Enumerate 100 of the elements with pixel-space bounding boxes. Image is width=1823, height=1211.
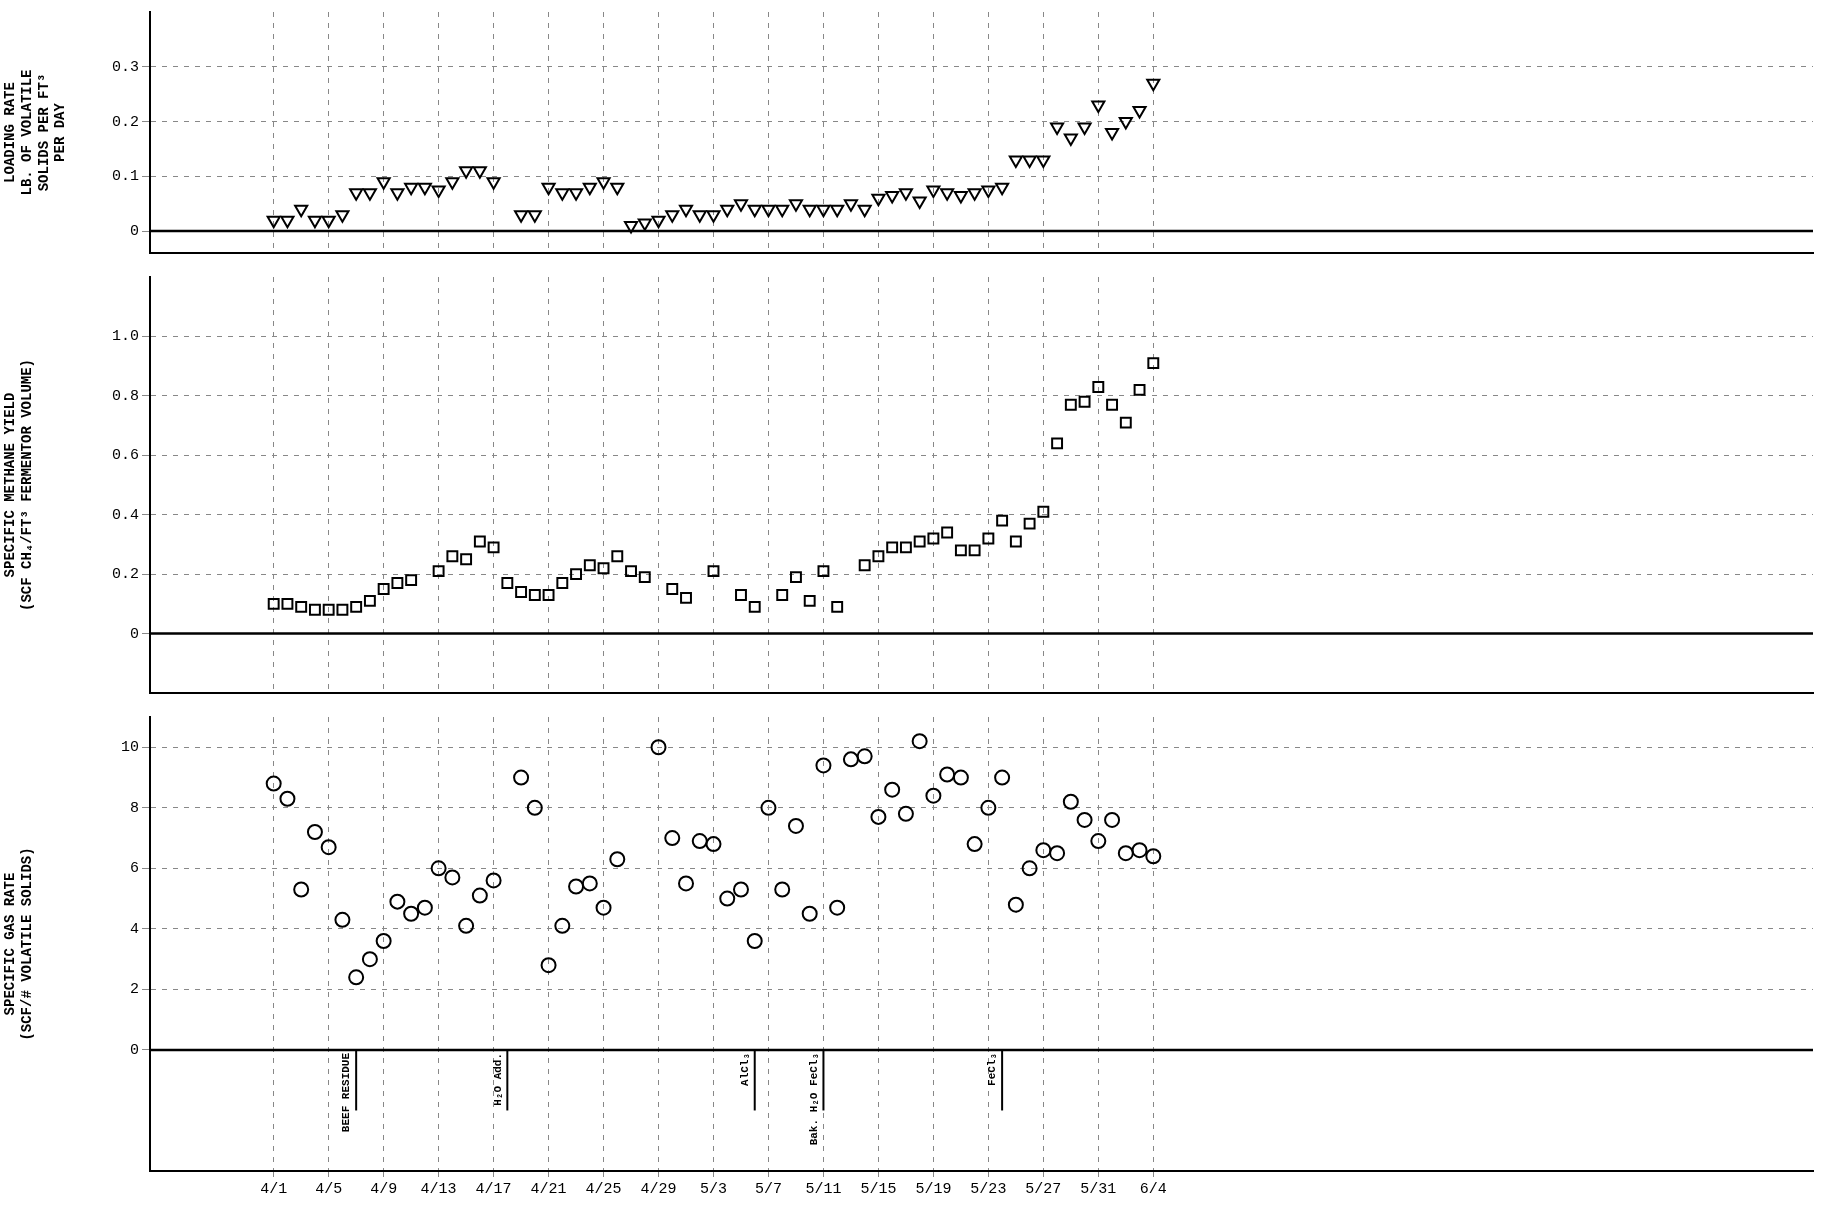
y-tick-label: 0 bbox=[129, 625, 139, 643]
point bbox=[528, 588, 541, 601]
point bbox=[831, 600, 844, 613]
ref-line-label: FeCl₃ bbox=[986, 1052, 999, 1086]
x-tick-label: 5/23 bbox=[970, 1180, 1007, 1198]
ref-line-label: AlCl₃ bbox=[738, 1052, 751, 1086]
point bbox=[954, 544, 967, 557]
point bbox=[1147, 357, 1160, 370]
point bbox=[267, 597, 280, 610]
y-tick-label: 0.2 bbox=[111, 566, 139, 584]
y-tick-label: 0.3 bbox=[111, 58, 139, 76]
point bbox=[1023, 517, 1036, 530]
y-tick-label: 6 bbox=[129, 860, 139, 878]
point bbox=[515, 586, 528, 598]
y-tick-label: 1.0 bbox=[111, 328, 139, 346]
point bbox=[597, 562, 610, 575]
y-tick-label: 0 bbox=[129, 1041, 139, 1059]
point bbox=[996, 514, 1009, 527]
x-tick-label: 4/29 bbox=[640, 1180, 677, 1198]
point bbox=[941, 526, 954, 539]
x-tick-label: 5/19 bbox=[915, 1180, 952, 1198]
point bbox=[460, 553, 473, 566]
point bbox=[776, 588, 789, 601]
point bbox=[638, 571, 651, 584]
x-tick-label: 4/17 bbox=[475, 1180, 512, 1198]
point bbox=[1051, 437, 1064, 450]
point bbox=[803, 594, 816, 607]
x-tick-label: 5/3 bbox=[699, 1180, 727, 1198]
x-tick-label: 5/31 bbox=[1080, 1180, 1117, 1198]
x-tick-label: 5/27 bbox=[1025, 1180, 1062, 1198]
point bbox=[322, 603, 335, 616]
point bbox=[391, 577, 404, 590]
point bbox=[336, 603, 349, 616]
point bbox=[1133, 383, 1146, 396]
y-axis-title: SPECIFIC GAS RATE (SCF/# VOLATILE SOLIDS) bbox=[1, 847, 35, 1041]
point bbox=[556, 577, 569, 590]
point bbox=[611, 550, 624, 563]
x-tick-label: 4/13 bbox=[420, 1180, 457, 1198]
y-tick-label: 0.8 bbox=[111, 387, 139, 405]
point bbox=[1092, 380, 1105, 393]
point bbox=[817, 565, 830, 578]
point bbox=[886, 541, 899, 554]
point bbox=[542, 588, 555, 601]
y-tick-label: 0.2 bbox=[111, 113, 139, 131]
point bbox=[968, 544, 981, 557]
point bbox=[1064, 398, 1077, 411]
point bbox=[790, 571, 802, 584]
ref-line-label: H₂O Add. bbox=[491, 1052, 504, 1106]
point bbox=[1009, 535, 1022, 548]
point bbox=[927, 532, 940, 545]
point bbox=[707, 565, 720, 578]
point bbox=[858, 559, 871, 572]
ref-line-label: Bak. H₂O FeCl₃ bbox=[807, 1052, 820, 1146]
point bbox=[281, 597, 294, 610]
point bbox=[680, 591, 692, 604]
y-tick-label: 2 bbox=[129, 981, 139, 999]
y-tick-label: 4 bbox=[129, 920, 139, 938]
x-tick-label: 4/5 bbox=[315, 1180, 343, 1198]
point bbox=[872, 550, 885, 563]
x-tick-label: 5/15 bbox=[860, 1180, 897, 1198]
point bbox=[377, 583, 390, 595]
ref-line-label: BEEF RESIDUE bbox=[340, 1052, 353, 1133]
point bbox=[666, 583, 679, 595]
point bbox=[432, 565, 445, 578]
x-tick-label: 4/9 bbox=[370, 1180, 398, 1198]
point bbox=[1119, 416, 1132, 429]
x-tick-label: 5/7 bbox=[754, 1180, 782, 1198]
y-tick-label: 0.6 bbox=[111, 447, 139, 465]
point bbox=[1106, 398, 1119, 411]
point bbox=[570, 568, 583, 581]
point bbox=[583, 559, 596, 572]
point bbox=[308, 603, 321, 616]
y-axis-title: LOADING RATE LB. OF VOLATILE SOLIDS PER FT³ PER DAY bbox=[1, 69, 69, 196]
point bbox=[487, 541, 500, 554]
y-tick-label: 0 bbox=[129, 223, 139, 241]
x-tick-label: 4/1 bbox=[260, 1180, 288, 1198]
point bbox=[350, 600, 363, 613]
point bbox=[899, 541, 912, 554]
point bbox=[735, 588, 747, 601]
point bbox=[1037, 505, 1050, 518]
point bbox=[363, 594, 376, 607]
x-tick-label: 4/21 bbox=[530, 1180, 567, 1198]
point bbox=[501, 577, 514, 590]
point bbox=[1078, 395, 1091, 408]
y-tick-label: 8 bbox=[129, 799, 139, 817]
point bbox=[405, 574, 418, 587]
point bbox=[446, 550, 459, 563]
x-tick-label: 4/25 bbox=[585, 1180, 622, 1198]
point bbox=[295, 600, 308, 613]
point bbox=[913, 535, 926, 548]
x-tick-label: 5/11 bbox=[805, 1180, 842, 1198]
point bbox=[625, 565, 637, 578]
point bbox=[748, 600, 761, 613]
y-tick-label: 10 bbox=[120, 739, 139, 757]
x-tick-label: 6/4 bbox=[1139, 1180, 1167, 1198]
y-tick-label: 0.1 bbox=[111, 168, 139, 186]
y-axis-title: SPECIFIC METHANE YIELD (SCF CH₄/FT³ FERMENTOR VOLUME) bbox=[1, 358, 35, 612]
y-tick-label: 0.4 bbox=[111, 506, 139, 524]
point bbox=[473, 535, 486, 548]
point bbox=[982, 532, 995, 545]
